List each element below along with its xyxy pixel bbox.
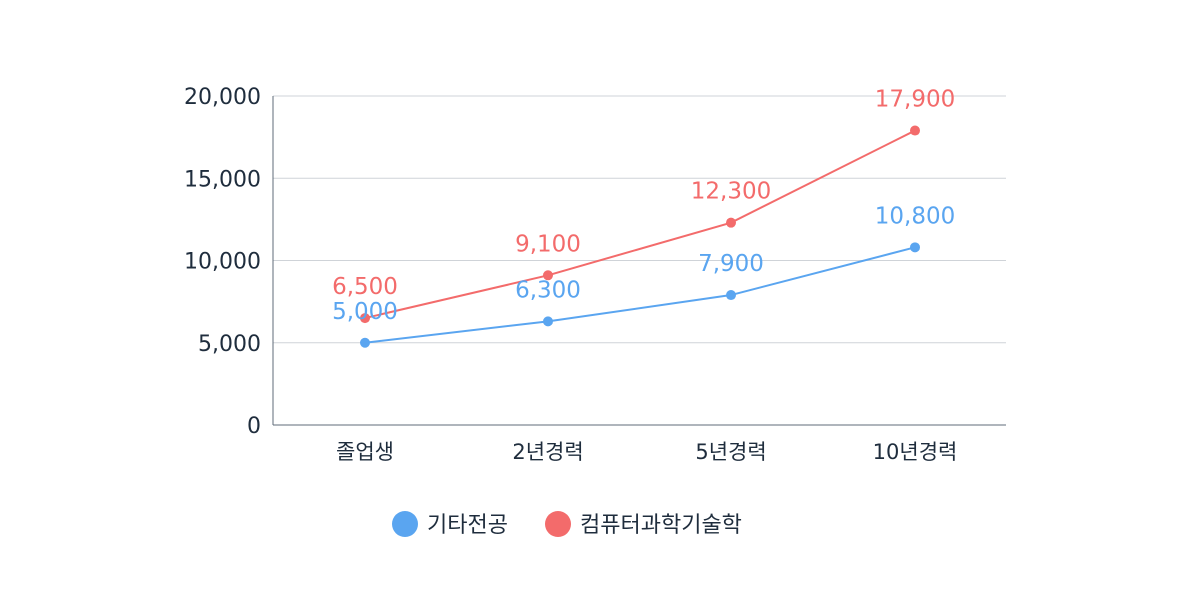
x-tick-label: 5년경력 <box>695 440 766 464</box>
data-point[interactable] <box>726 290 736 301</box>
data-label: 5,000 <box>332 299 398 325</box>
data-label: 17,900 <box>875 87 955 113</box>
legend-label[interactable]: 기타전공 <box>427 513 508 538</box>
gridlines <box>273 95 1006 344</box>
axes <box>272 96 1006 426</box>
series-line <box>364 129 916 320</box>
legend: 기타전공 컴퓨터과학기술학 <box>392 511 742 538</box>
data-point[interactable] <box>543 270 553 281</box>
x-axis-tick-labels: 졸업생 2년경력 5년경력 10년경력 <box>336 440 957 464</box>
data-point[interactable] <box>360 337 370 348</box>
x-tick-label: 2년경력 <box>512 440 583 464</box>
y-tick-label: 15,000 <box>184 167 261 192</box>
x-tick-label: 10년경력 <box>873 440 958 464</box>
data-label: 10,800 <box>875 203 955 229</box>
data-point[interactable] <box>910 125 920 136</box>
data-labels: 5,000 6,300 7,900 10,800 6,500 9,100 12,300 17,… <box>332 87 955 325</box>
data-label: 6,500 <box>332 274 398 300</box>
data-point[interactable] <box>910 242 920 253</box>
data-label: 6,300 <box>515 277 581 303</box>
legend-marker[interactable] <box>545 511 571 537</box>
legend-marker[interactable] <box>392 511 418 537</box>
y-axis-tick-labels: 0 5,000 10,000 15,000 20,000 <box>184 85 261 439</box>
data-point[interactable] <box>360 313 370 324</box>
x-tick-label: 졸업생 <box>336 440 394 464</box>
legend-label[interactable]: 컴퓨터과학기술학 <box>580 513 742 538</box>
data-point[interactable] <box>726 217 736 228</box>
y-tick-label: 0 <box>247 414 261 439</box>
y-tick-label: 10,000 <box>184 250 261 275</box>
y-tick-label: 20,000 <box>184 85 261 110</box>
series <box>360 125 920 348</box>
series-line <box>364 246 916 344</box>
y-tick-label: 5,000 <box>198 332 261 357</box>
data-label: 9,100 <box>515 231 581 257</box>
data-label: 12,300 <box>691 179 771 205</box>
data-point[interactable] <box>543 316 553 327</box>
data-label: 7,900 <box>698 251 764 277</box>
